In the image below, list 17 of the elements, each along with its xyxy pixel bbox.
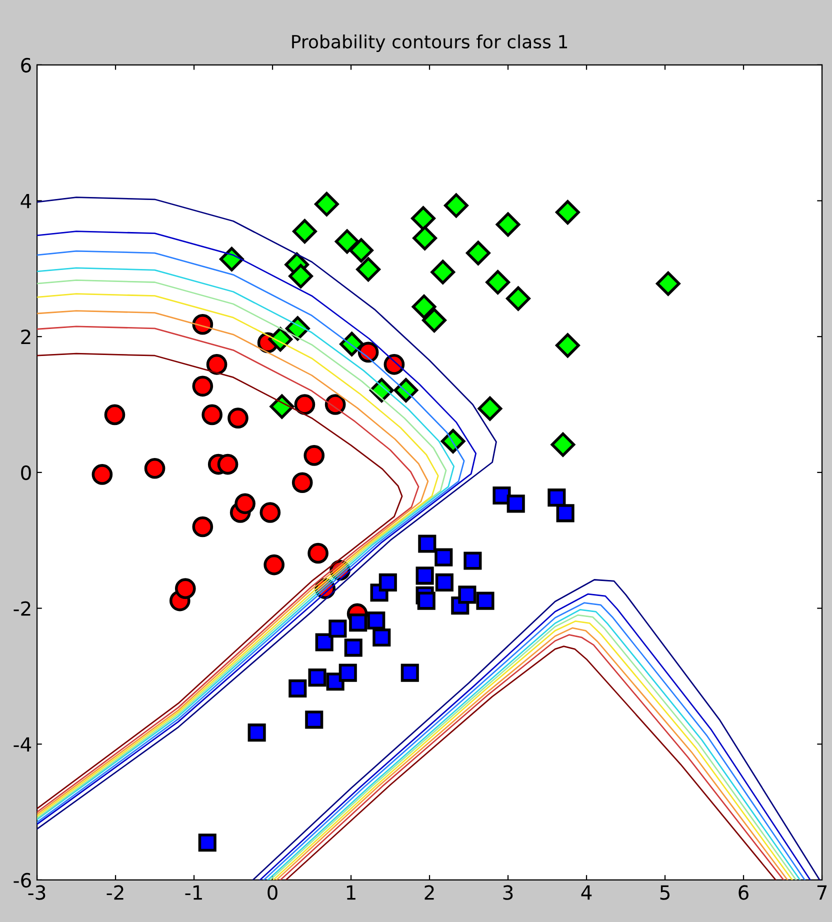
x-tick-label: 3	[503, 885, 513, 900]
x-tick-label: 5	[660, 885, 670, 900]
x-tick-label: 7	[817, 885, 827, 900]
y-tick-label: 6	[21, 58, 31, 73]
chart-title: Probability contours for class 1	[292, 34, 568, 52]
y-tick-label: -4	[14, 737, 32, 752]
x-tick-label: 2	[424, 885, 434, 900]
x-tick-label: -2	[106, 885, 124, 900]
y-tick-label: -2	[14, 601, 30, 616]
x-tick-label: 1	[346, 885, 356, 900]
y-tick-label: 2	[21, 330, 30, 344]
x-tick-label: 0	[268, 885, 278, 900]
y-tick-label: 4	[20, 194, 32, 208]
x-tick-label: 6	[738, 885, 748, 900]
x-tick-label: 4	[581, 885, 592, 900]
x-tick-label: -1	[185, 885, 202, 900]
y-tick-label: 0	[21, 465, 31, 480]
